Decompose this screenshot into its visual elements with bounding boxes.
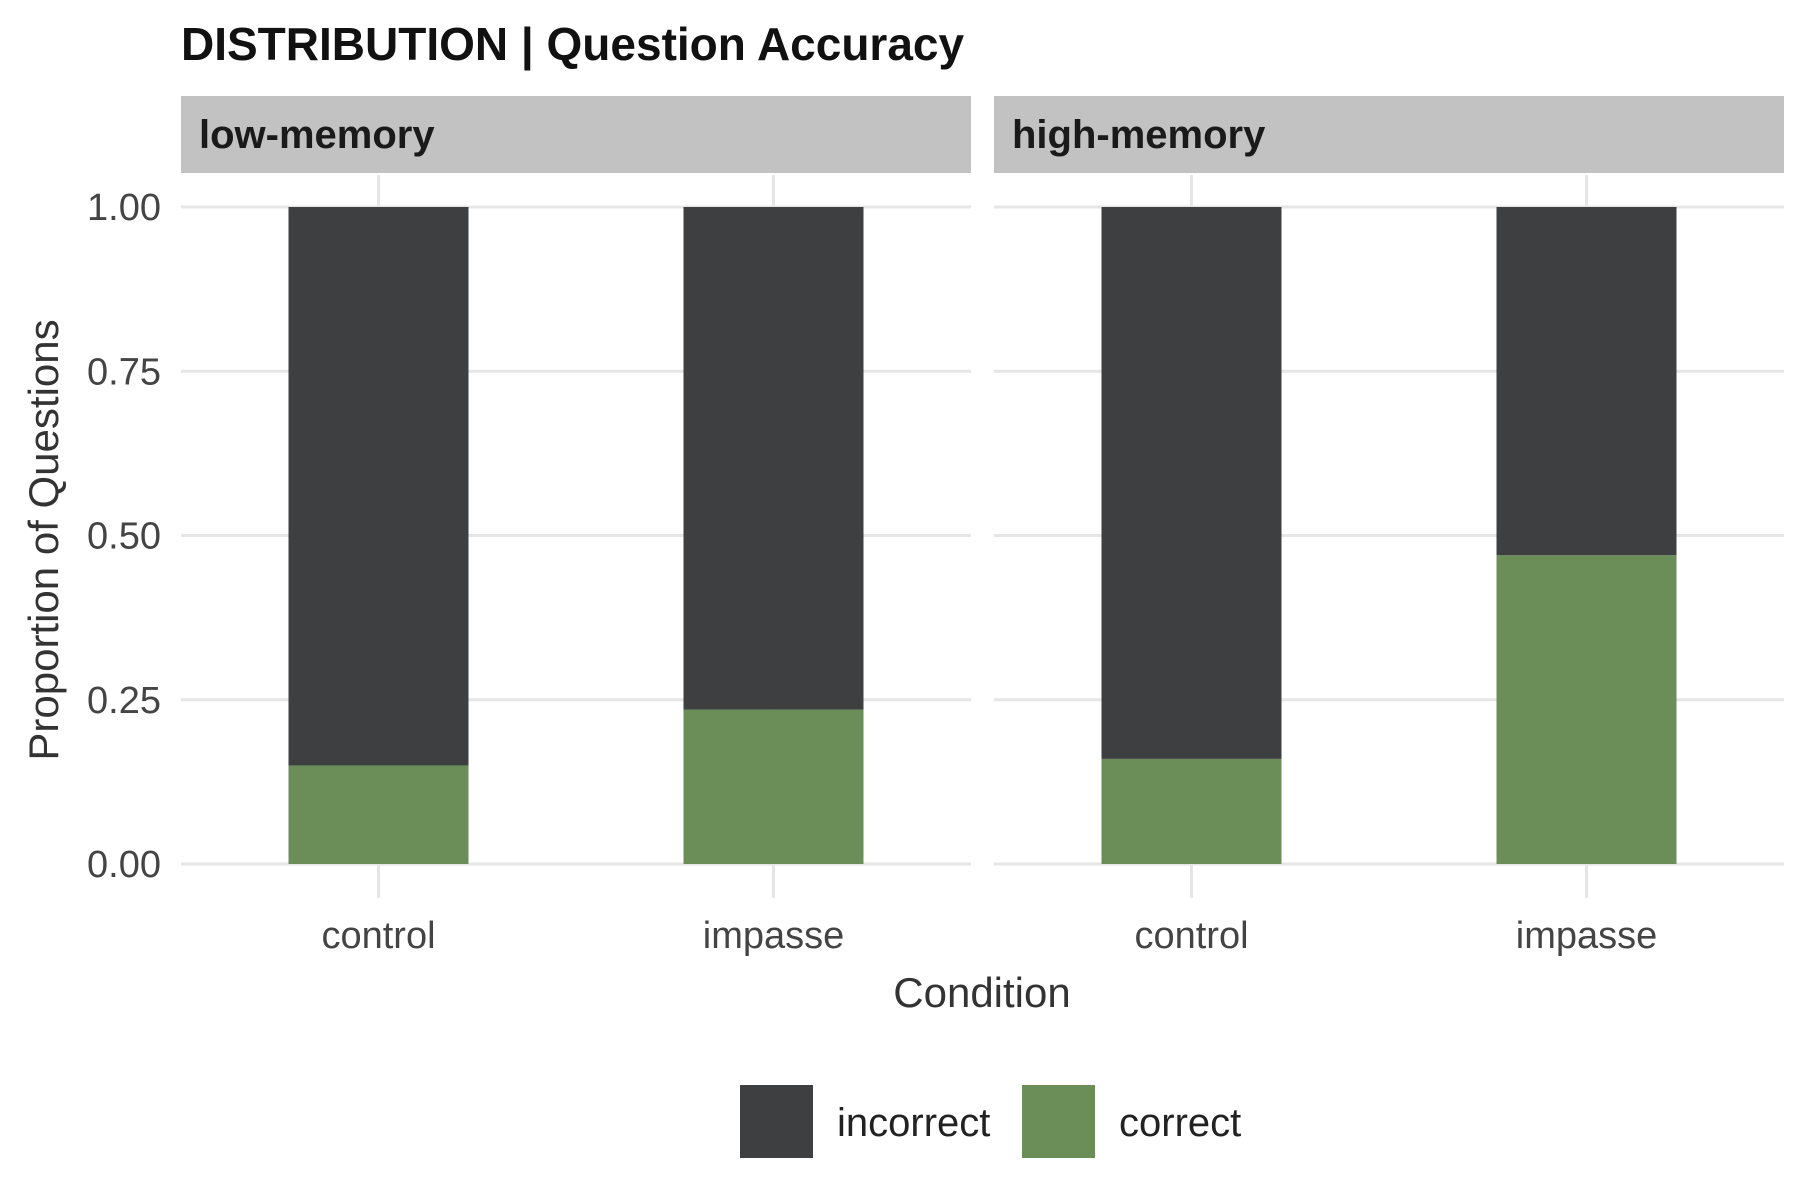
y-tick-label: 1.00 bbox=[87, 187, 161, 229]
bar-segment-correct bbox=[1101, 758, 1282, 864]
x-tick-label: impasse bbox=[703, 915, 845, 957]
y-axis-title: Proportion of Questions bbox=[20, 319, 67, 760]
legend-item: incorrect bbox=[740, 1085, 990, 1158]
chart-title: DISTRIBUTION | Question Accuracy bbox=[181, 18, 964, 70]
bar-segment-correct bbox=[288, 765, 469, 864]
bar-segment-incorrect bbox=[683, 207, 864, 710]
legend-swatch-incorrect bbox=[740, 1085, 813, 1158]
bar-segment-incorrect bbox=[288, 207, 469, 766]
bar-segment-correct bbox=[683, 709, 864, 864]
legend-label-correct: correct bbox=[1119, 1101, 1241, 1145]
y-tick-label: 0.50 bbox=[87, 516, 161, 558]
legend-label-incorrect: incorrect bbox=[837, 1101, 990, 1145]
facet-panel: low-memory control impasse 0.00 0.25 0.50 0.75… bbox=[87, 96, 971, 957]
x-tick-label: control bbox=[1134, 915, 1248, 957]
y-tick-label: 0.25 bbox=[87, 680, 161, 722]
facet-panel: high-memory control impasse bbox=[994, 96, 1784, 957]
legend-swatch-correct bbox=[1022, 1085, 1095, 1158]
facet-panels: low-memory control impasse 0.00 0.25 0.50 0.75… bbox=[87, 96, 1784, 957]
facet-strip bbox=[181, 96, 971, 173]
bar-segment-incorrect bbox=[1496, 207, 1677, 556]
x-axis-title: Condition bbox=[893, 969, 1070, 1016]
bar-segment-incorrect bbox=[1101, 207, 1282, 759]
bar-segment-correct bbox=[1496, 555, 1677, 864]
y-tick-label: 0.00 bbox=[87, 844, 161, 886]
facet-strip-label: low-memory bbox=[199, 113, 435, 157]
legend-item: correct bbox=[1022, 1085, 1241, 1158]
x-tick-label: impasse bbox=[1516, 915, 1658, 957]
y-tick-label: 0.75 bbox=[87, 351, 161, 393]
x-tick-label: control bbox=[321, 915, 435, 957]
facet-strip bbox=[994, 96, 1784, 173]
legend: incorrect correct bbox=[740, 1085, 1241, 1158]
facet-strip-label: high-memory bbox=[1012, 113, 1266, 157]
